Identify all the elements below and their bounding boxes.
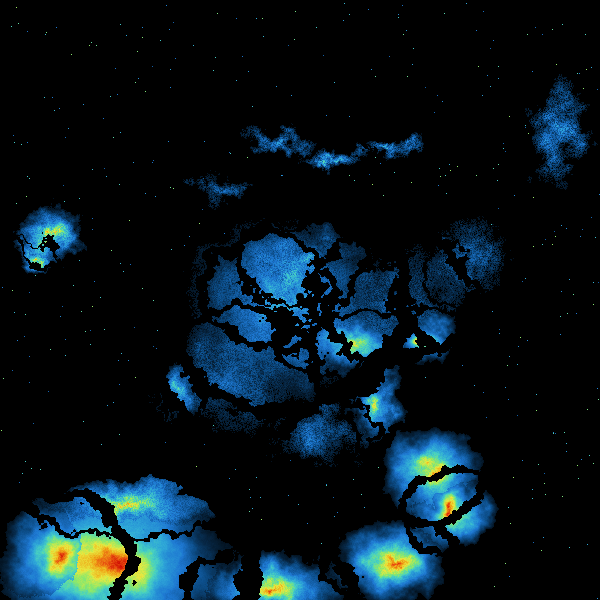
radar-image-panel xyxy=(0,0,600,600)
radar-reflectivity-canvas xyxy=(0,0,600,600)
